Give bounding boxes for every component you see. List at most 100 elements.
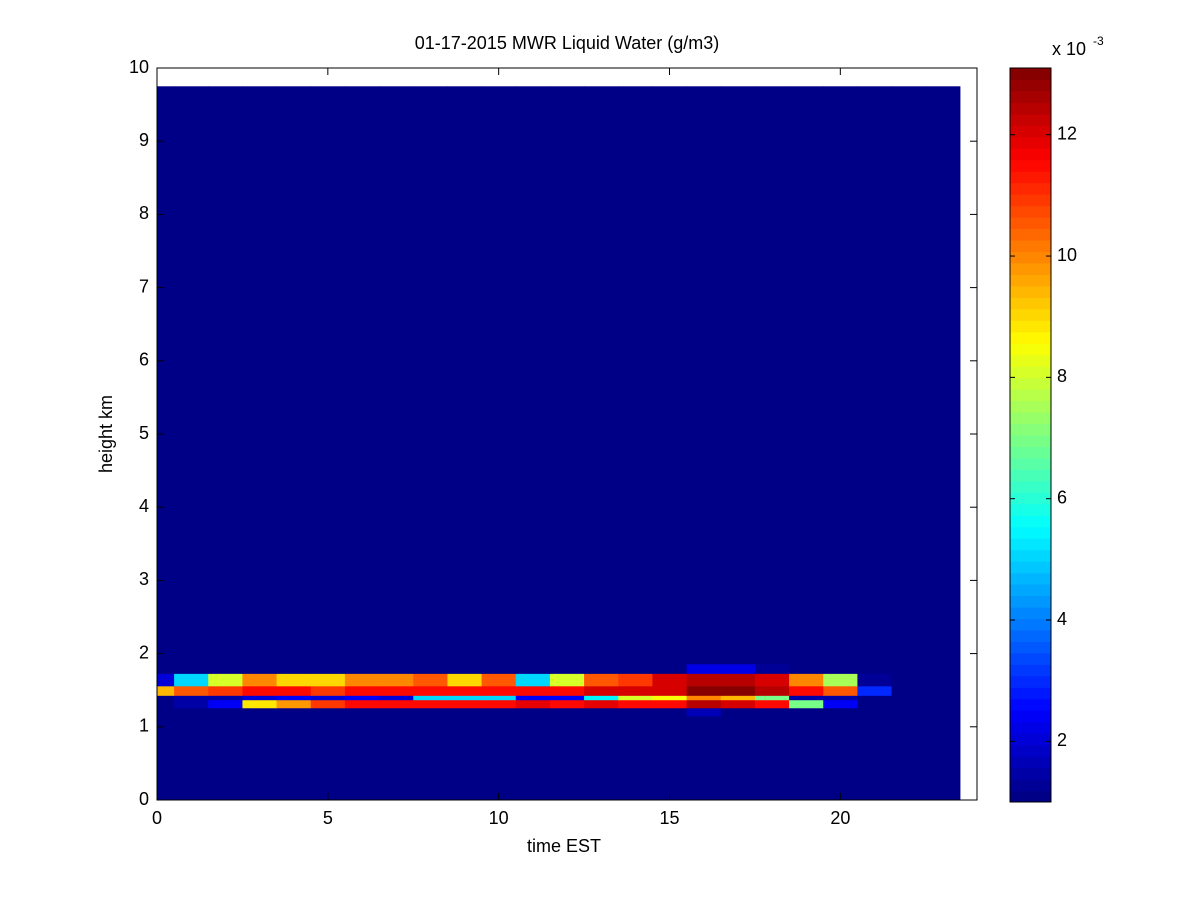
heatmap-cell [276,86,312,665]
heatmap-cell [823,707,858,717]
heatmap-cell [720,707,756,717]
heatmap-cell [413,663,448,674]
heatmap-cell [823,685,858,696]
heatmap-cell [276,685,312,696]
y-tick-label: 2 [139,642,149,662]
y-axis-label: height km [96,395,116,473]
y-tick-label: 9 [139,130,149,150]
heatmap-cell [549,707,585,717]
heatmap-cell [823,715,858,801]
heatmap-cell [891,673,927,687]
heatmap-cell [857,695,893,701]
heatmap-cell [652,715,688,801]
heatmap-cell [481,695,517,701]
heatmap-cell [925,685,961,696]
heatmap-cell [242,699,278,709]
heatmap-cell [652,707,688,717]
heatmap-cell [857,663,893,674]
colorbar-swatch [1010,572,1051,585]
heatmap-cell [857,685,893,696]
colorbar-swatch [1010,687,1051,700]
x-tick-label: 10 [489,808,509,828]
heatmap-cell [413,685,448,696]
heatmap-cell [652,673,688,687]
heatmap-cell [413,86,448,665]
heatmap-cell [413,699,448,709]
colorbar-swatch [1010,721,1051,734]
heatmap-cell [857,699,893,709]
heatmap-cell [379,86,414,665]
heatmap-cell [208,685,243,696]
heatmap-cell [413,673,448,687]
heatmap-cell [174,707,209,717]
heatmap-cell [925,695,961,701]
heatmap-cell [754,673,790,687]
colorbar-swatch [1010,595,1051,608]
heatmap-cell [720,663,756,674]
heatmap-cell [549,86,585,665]
heatmap-cell [344,673,380,687]
colorbar-swatch [1010,274,1051,287]
heatmap-cell [310,673,346,687]
heatmap-cell [174,86,209,665]
colorbar-swatch [1010,194,1051,207]
heatmap-cell [157,86,175,665]
heatmap-cell [891,663,927,674]
colorbar-swatch [1010,343,1051,356]
colorbar-swatch [1010,457,1051,470]
colorbar-frame [1009,67,1052,803]
heatmap-cell [618,707,653,717]
heatmap-cell [447,715,483,801]
colorbar-swatch [1010,423,1051,436]
heatmap-cell [447,86,483,665]
heatmap-cell [174,695,209,701]
heatmap-cell [310,695,346,701]
heatmap-cell [447,699,483,709]
heatmap-cell [686,86,722,665]
heatmap-cell [379,699,414,709]
heatmap-cell [754,663,790,674]
heatmap-cell [344,695,380,701]
heatmap-cell [413,707,448,717]
heatmap-cell [584,685,619,696]
colorbar-swatch [1010,389,1051,402]
heatmap-cell [157,699,175,709]
heatmap-cell [754,86,790,665]
heatmap-cell [618,663,653,674]
heatmap-cell [447,695,483,701]
heatmap-cell [344,685,380,696]
heatmap-cell [618,715,653,801]
heatmap-cell [618,685,653,696]
heatmap-cell [174,673,209,687]
heatmap-cell [789,715,824,801]
heatmap-cell [754,699,790,709]
colorbar-swatch [1010,480,1051,493]
heatmap-cell [823,695,858,701]
heatmap-cell [720,673,756,687]
heatmap-cell [413,695,448,701]
heatmap-cell [310,663,346,674]
y-tick-label: 3 [139,569,149,589]
heatmap-cell [652,663,688,674]
x-tick-label: 5 [323,808,333,828]
colorbar-swatch [1010,136,1051,149]
heatmap-cell [242,673,278,687]
heatmap-cell [652,699,688,709]
heatmap-cell [823,699,858,709]
colorbar-swatch [1010,446,1051,459]
heatmap-cell [481,707,517,717]
heatmap-cell [276,715,312,801]
heatmap-cell [242,86,278,665]
heatmap-cell [208,86,243,665]
colorbar-swatch [1010,308,1051,321]
heatmap-cell [310,707,346,717]
heatmap-cell [618,673,653,687]
colorbar-swatch [1010,629,1051,642]
heatmap-cell [754,715,790,801]
heatmap-cell [515,86,551,665]
heatmap-cell [379,663,414,674]
heatmap-cell [515,715,551,801]
heatmap-cell [652,685,688,696]
heatmap-cell [276,663,312,674]
heatmap-cell [925,86,961,665]
